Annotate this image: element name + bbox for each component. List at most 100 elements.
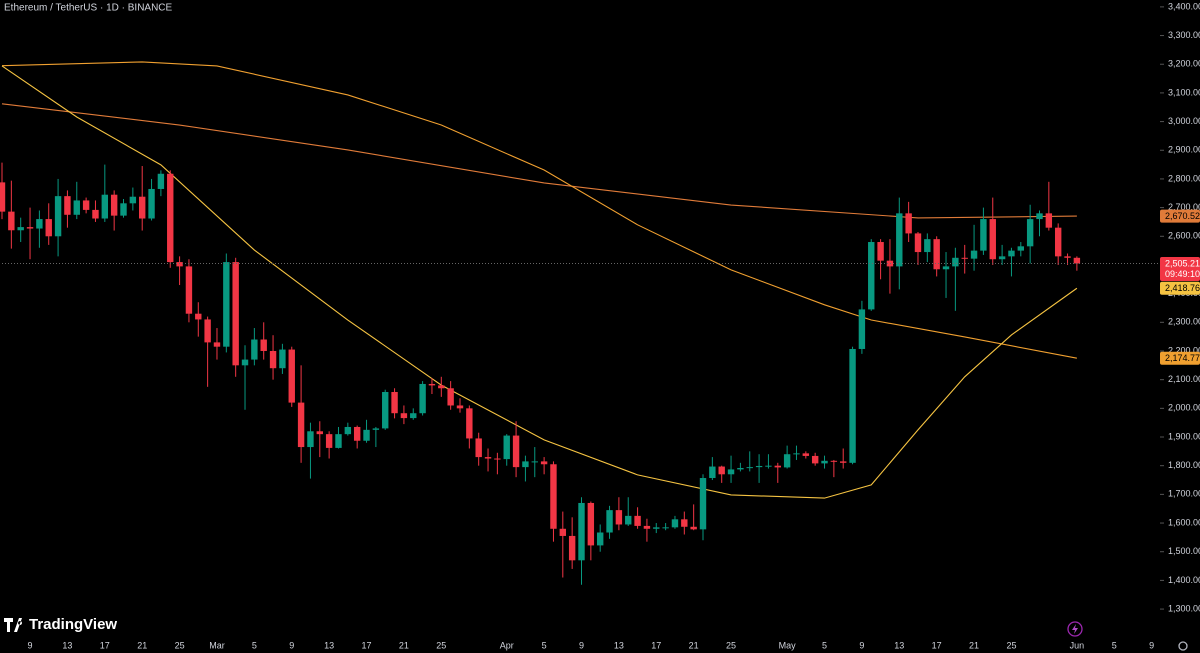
candle-body xyxy=(466,408,473,439)
candle-body xyxy=(391,391,398,414)
candle-body xyxy=(279,349,286,369)
candle-body xyxy=(531,461,538,463)
candle-body xyxy=(840,461,847,463)
candle-body xyxy=(849,348,856,463)
candle-body xyxy=(269,350,277,369)
candle-body xyxy=(204,319,211,343)
candle-body xyxy=(942,266,950,270)
y-tick-label: 3,100.00 xyxy=(1168,87,1200,97)
candle-body xyxy=(129,196,137,204)
candle-body xyxy=(596,532,604,546)
candle-body xyxy=(802,453,810,456)
x-tick-label: 9 xyxy=(579,640,584,650)
y-tick-label: 2,100.00 xyxy=(1168,374,1200,384)
candle-body xyxy=(896,213,903,267)
candle-body xyxy=(438,385,445,389)
candle-body xyxy=(316,431,323,435)
candle-body xyxy=(550,464,557,529)
candle-body xyxy=(241,359,249,366)
candle-body xyxy=(699,478,707,530)
y-tick-label: 1,700.00 xyxy=(1168,489,1200,499)
candle-body xyxy=(288,349,295,403)
candle-body xyxy=(727,469,735,475)
candle-body xyxy=(905,213,912,234)
x-tick-label: 5 xyxy=(542,640,547,650)
candle-body xyxy=(297,402,305,448)
candle-body xyxy=(1036,213,1043,220)
settings-icon[interactable] xyxy=(1178,641,1188,651)
x-tick-label: 25 xyxy=(175,640,185,650)
candle-body xyxy=(1008,250,1015,257)
alert-icon[interactable] xyxy=(1067,621,1083,637)
candle-body xyxy=(36,219,43,229)
candle-body xyxy=(353,426,361,441)
x-tick-label: 5 xyxy=(252,640,257,650)
candle-body xyxy=(587,502,595,546)
candle-body xyxy=(690,526,697,530)
candle-body xyxy=(363,429,370,441)
candle-body xyxy=(568,535,576,561)
candle-body xyxy=(662,527,669,529)
y-tick-label: 1,300.00 xyxy=(1168,603,1200,613)
candle-body xyxy=(1026,219,1034,247)
x-tick-label: 17 xyxy=(362,640,372,650)
y-tick-label: 3,400.00 xyxy=(1168,1,1200,11)
candle-body xyxy=(830,460,838,462)
candle-body xyxy=(335,434,342,448)
candle-body xyxy=(0,182,6,212)
y-tick-label: 1,900.00 xyxy=(1168,431,1200,441)
moving-average-line xyxy=(1,65,1078,499)
x-tick-label: 13 xyxy=(324,640,334,650)
x-tick-label: 13 xyxy=(614,640,624,650)
candle-body xyxy=(634,515,641,526)
x-tick-label: 25 xyxy=(726,640,736,650)
x-tick-label: 9 xyxy=(1149,640,1154,650)
x-tick-label: 9 xyxy=(859,640,864,650)
candle-body xyxy=(821,460,828,464)
candle-body xyxy=(410,413,417,419)
candle-body xyxy=(400,413,408,419)
price-badge-label: 2,418.76 xyxy=(1165,283,1200,293)
candle-body xyxy=(382,391,389,429)
candle-body xyxy=(606,510,613,533)
y-tick-label: 1,600.00 xyxy=(1168,517,1200,527)
x-tick-label: 9 xyxy=(289,640,294,650)
candle-body xyxy=(148,188,155,219)
y-tick-label: 2,600.00 xyxy=(1168,231,1200,241)
x-tick-label: 25 xyxy=(436,640,446,650)
candle-body xyxy=(139,196,146,219)
candle-body xyxy=(45,219,52,237)
x-tick-label: Jun xyxy=(1070,640,1085,650)
candle-body xyxy=(765,465,772,467)
candle-body xyxy=(307,431,314,448)
x-tick-label: 25 xyxy=(1006,640,1016,650)
x-tick-label: 17 xyxy=(100,640,110,650)
candle-body xyxy=(998,256,1006,260)
candle-body xyxy=(1064,256,1071,258)
x-tick-label: 21 xyxy=(399,640,409,650)
y-tick-label: 2,000.00 xyxy=(1168,403,1200,413)
last-price-badge xyxy=(1160,256,1200,281)
candle-body xyxy=(653,527,660,529)
candle-body xyxy=(914,233,922,253)
candle-body xyxy=(625,515,632,525)
candle-body xyxy=(924,239,931,253)
y-tick-label: 1,500.00 xyxy=(1168,546,1200,556)
candle-body xyxy=(195,313,202,320)
candle-body xyxy=(709,466,716,479)
candle-body xyxy=(643,525,651,529)
candle-body xyxy=(185,266,193,314)
candle-body xyxy=(793,453,800,455)
candle-body xyxy=(120,203,127,216)
x-tick-label: 5 xyxy=(822,640,827,650)
candle-body xyxy=(110,194,118,216)
candle-body xyxy=(578,502,585,561)
candle-body xyxy=(774,465,781,468)
candle-body xyxy=(92,209,99,219)
y-tick-label: 3,000.00 xyxy=(1168,116,1200,126)
x-tick-label: Mar xyxy=(209,640,225,650)
price-badge-label: 2,174.77 xyxy=(1165,353,1200,363)
candle-body xyxy=(522,461,529,468)
candle-body xyxy=(428,383,436,386)
candle-body xyxy=(8,211,15,231)
